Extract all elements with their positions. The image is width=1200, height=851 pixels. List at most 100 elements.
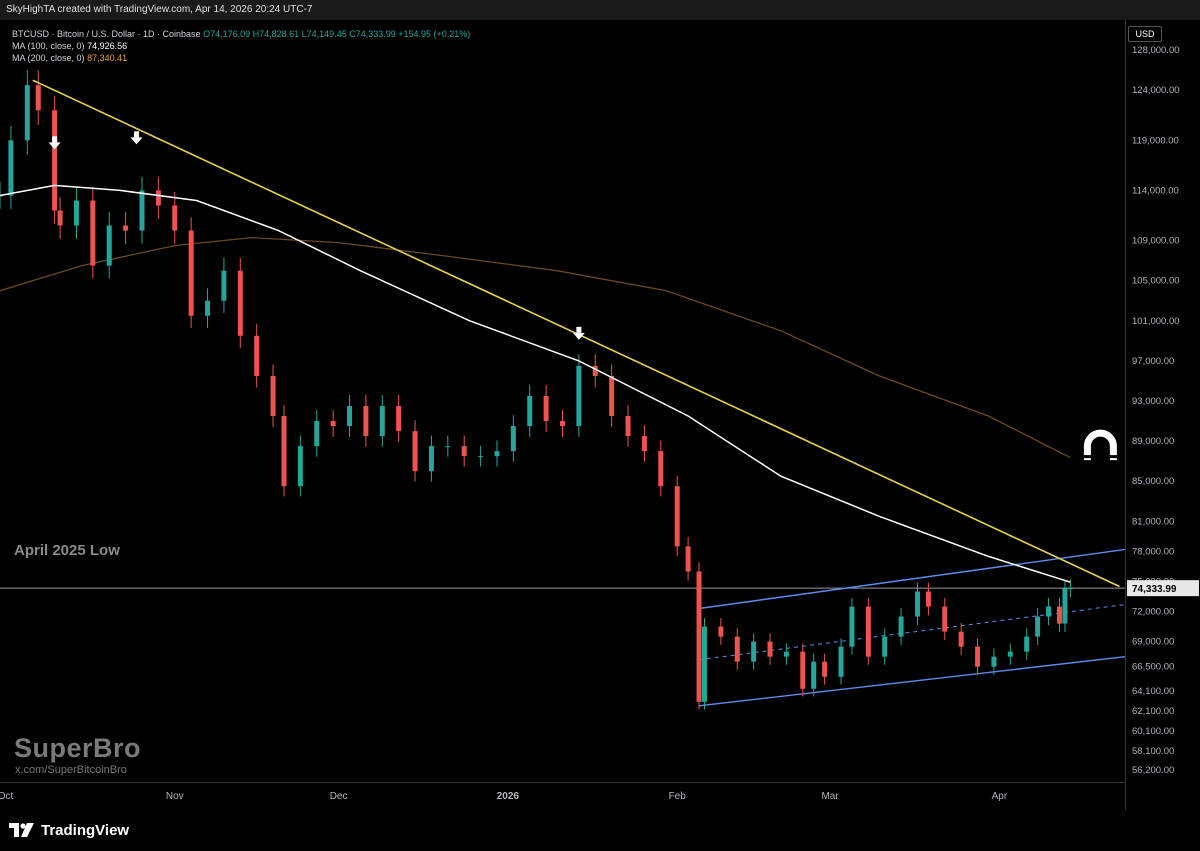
magnet-icon-gap-left xyxy=(1083,455,1092,459)
price-tick-label: 69,000.00 xyxy=(1132,637,1174,648)
price-tick-label: 97,000.00 xyxy=(1132,356,1174,367)
candle xyxy=(1062,588,1068,624)
down-arrow-head xyxy=(130,137,143,145)
candle xyxy=(254,335,260,376)
price-axis-svg: 128,000.00 124,000.00 119,000.00 114,000.00… xyxy=(1127,45,1199,776)
price-tick-label: 81,000.00 xyxy=(1132,516,1174,527)
candle xyxy=(155,190,161,206)
candle xyxy=(510,426,516,452)
currency-button[interactable]: USD xyxy=(1128,26,1162,42)
top-bar: SkyHighTA created with TradingView.com, … xyxy=(0,0,1200,20)
candle xyxy=(767,641,773,657)
candle xyxy=(363,406,369,437)
chart-legend: BTCUSD · Bitcoin / U.S. Dollar · 1D · Co… xyxy=(12,28,470,64)
candle xyxy=(625,416,631,437)
candle xyxy=(783,651,789,657)
price-tick-label: 66,500.00 xyxy=(1132,662,1174,673)
candle xyxy=(1056,606,1062,624)
time-tick-label: Oct xyxy=(0,791,13,802)
last-price-label: 74,333.99 xyxy=(1132,584,1177,595)
candle xyxy=(560,421,565,427)
ma200-line xyxy=(0,236,1071,459)
magnet-icon xyxy=(1083,429,1118,461)
candle xyxy=(734,636,740,662)
candle xyxy=(188,230,194,316)
time-tick-label: Nov xyxy=(166,791,184,802)
price-tick-label: 101,000.00 xyxy=(1132,316,1180,327)
candle xyxy=(527,395,533,427)
tradingview-text: TradingView xyxy=(41,821,130,839)
price-tick-label: 58,100.00 xyxy=(1132,746,1174,757)
ma200-label[interactable]: MA (200, close, 0) xyxy=(12,53,85,63)
candle xyxy=(139,190,145,231)
price-tick-label: 72,000.00 xyxy=(1132,607,1174,618)
candle xyxy=(330,421,336,427)
time-tick-label: Apr xyxy=(992,791,1008,802)
symbol-line[interactable]: BTCUSD · Bitcoin / U.S. Dollar · 1D · Co… xyxy=(12,29,201,39)
candle xyxy=(958,631,964,647)
candle xyxy=(314,421,320,447)
chart-area[interactable] xyxy=(0,20,1200,810)
chart-svg[interactable] xyxy=(0,20,1200,810)
ma100-value: 74,926.56 xyxy=(87,41,128,51)
candle xyxy=(1035,616,1041,637)
time-tick-label: Dec xyxy=(330,791,348,802)
price-axis[interactable]: 128,000.00 124,000.00 119,000.00 114,000.00… xyxy=(1125,20,1200,810)
time-axis[interactable]: Oct Nov Dec 2026 Feb Mar Apr xyxy=(0,782,1125,811)
tradingview-icon xyxy=(9,823,34,837)
candle xyxy=(445,446,451,448)
bottom-bar: TradingView xyxy=(0,810,1200,851)
price-tick-label: 62,100.00 xyxy=(1132,706,1174,717)
candle xyxy=(1067,588,1073,590)
candle xyxy=(221,270,227,301)
ma200-value: 87,340.41 xyxy=(87,53,128,63)
candle xyxy=(347,406,353,427)
candle xyxy=(396,406,402,432)
time-tick-label: 2026 xyxy=(497,791,520,802)
candle xyxy=(1024,636,1030,652)
candle xyxy=(718,626,724,637)
candle xyxy=(674,486,680,547)
candle xyxy=(975,646,981,667)
channel-upper-line xyxy=(698,548,1126,610)
price-tick-label: 60,100.00 xyxy=(1132,726,1174,737)
time-tick-label: Mar xyxy=(821,791,839,802)
down-arrow-shaft xyxy=(576,326,582,333)
candle xyxy=(297,446,303,487)
candle xyxy=(849,606,855,647)
price-tick-label: 89,000.00 xyxy=(1132,436,1174,447)
down-arrow-head xyxy=(48,142,61,150)
time-axis-svg: Oct Nov Dec 2026 Feb Mar Apr xyxy=(0,791,1008,802)
candle xyxy=(494,451,500,457)
candle xyxy=(73,200,79,226)
ma100-line xyxy=(0,184,1071,583)
down-arrow-shaft xyxy=(52,136,58,143)
candle xyxy=(543,395,549,422)
last-price-badge xyxy=(1127,580,1199,597)
channel-lower-line xyxy=(698,656,1126,707)
candle xyxy=(898,616,904,637)
candle xyxy=(658,451,664,487)
candle xyxy=(52,110,58,211)
candle xyxy=(379,406,385,437)
candle xyxy=(270,375,276,417)
price-tick-label: 64,100.00 xyxy=(1132,686,1174,697)
down-arrow-icon xyxy=(130,131,143,145)
price-tick-label: 124,000.00 xyxy=(1132,85,1180,96)
candle xyxy=(106,225,112,266)
candle xyxy=(865,606,871,657)
magnet-icon-gap-right xyxy=(1109,455,1118,459)
price-tick-label: 56,200.00 xyxy=(1132,765,1174,776)
candle xyxy=(838,646,844,677)
april-low-annotation: April 2025 Low xyxy=(14,542,120,559)
price-tick-label: 128,000.00 xyxy=(1132,45,1180,56)
candle xyxy=(685,546,691,572)
candle xyxy=(925,591,931,607)
candle xyxy=(90,200,96,266)
candle xyxy=(428,446,434,472)
candle xyxy=(24,85,30,141)
tradingview-logo[interactable]: TradingView xyxy=(9,820,129,840)
watermark-handle: x.com/SuperBitcoinBro xyxy=(15,764,127,776)
time-tick-label: Feb xyxy=(669,791,687,802)
ma100-label[interactable]: MA (100, close, 0) xyxy=(12,41,85,51)
